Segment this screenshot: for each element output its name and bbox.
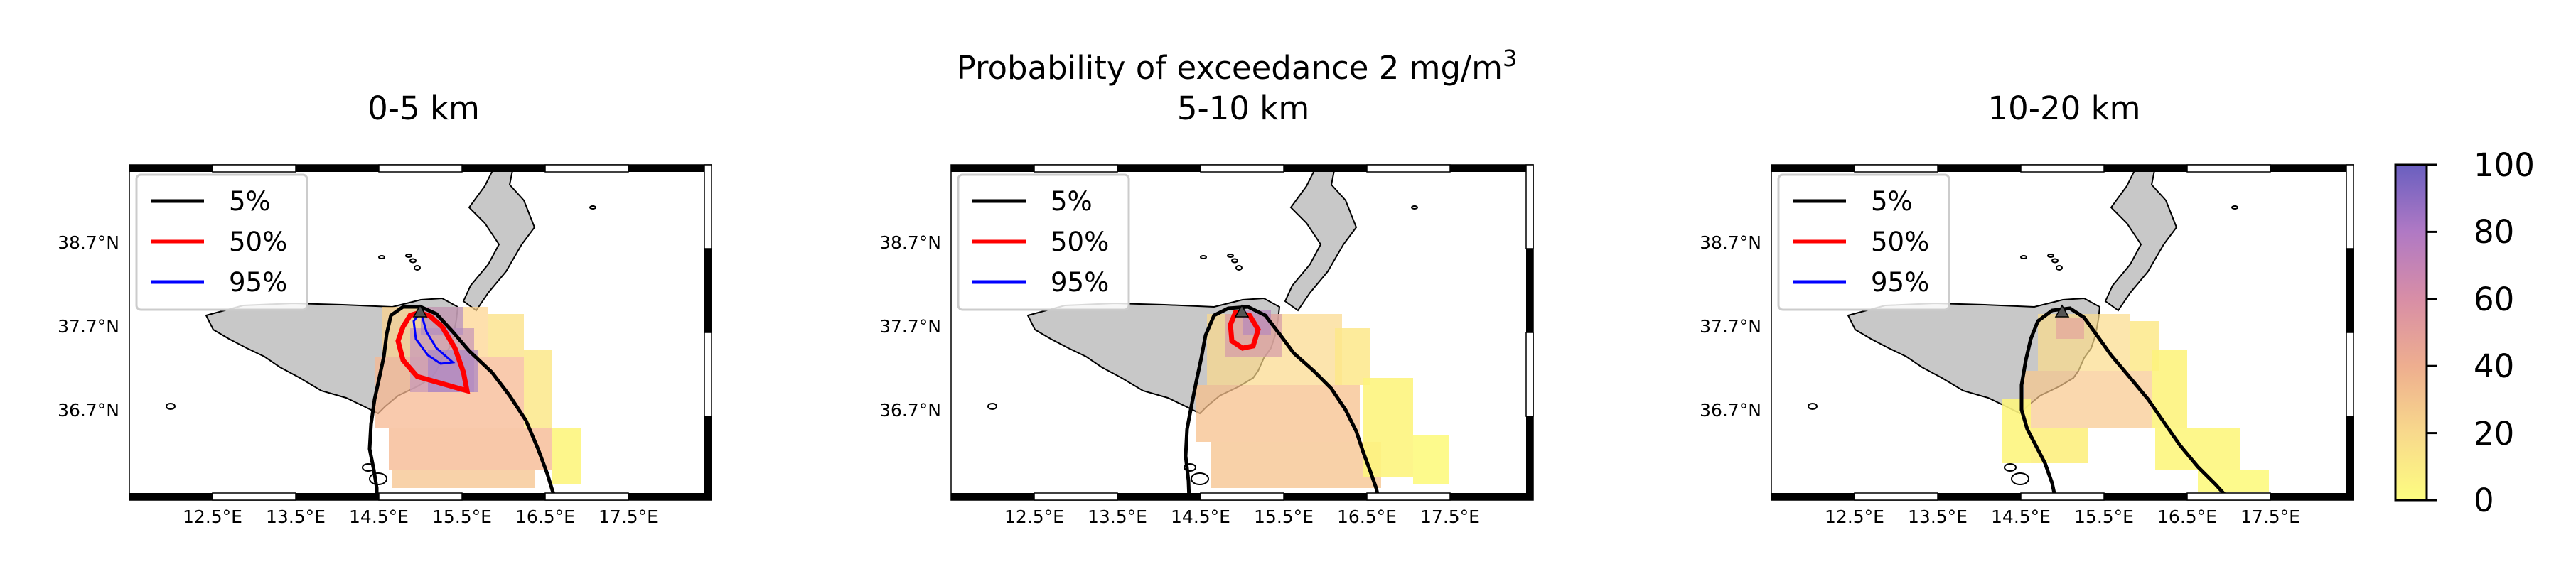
lon-tick: 13.5°E <box>1088 507 1147 527</box>
lat-tick: 37.7°N <box>879 316 941 337</box>
contour-50 <box>395 310 471 394</box>
lon-tick: 14.5°E <box>1171 507 1230 527</box>
lat-tick: 36.7°N <box>1700 400 1761 421</box>
volcano-marker-icon <box>412 304 428 318</box>
legend-label-95: 95% <box>1871 267 1929 298</box>
volcano-marker-icon <box>2054 304 2070 318</box>
lon-tick: 12.5°E <box>1004 507 1064 527</box>
lat-tick: 38.7°N <box>879 232 941 253</box>
panel-0-5km: 0-5 km <box>58 90 712 527</box>
contour-50 <box>1228 310 1261 351</box>
colorbar-tick: 80 <box>2474 213 2514 251</box>
map-area: 5% 50% 95% 38.7°N 37.7°N 36.7°N 12.5°E 1… <box>1700 164 2354 527</box>
lon-tick: 15.5°E <box>1254 507 1314 527</box>
lat-tick: 36.7°N <box>58 400 119 421</box>
legend-label-95: 95% <box>229 267 287 298</box>
lon-tick: 15.5°E <box>2074 507 2134 527</box>
lat-tick: 37.7°N <box>58 316 119 337</box>
volcano-marker-icon <box>1234 304 1250 318</box>
lon-tick: 17.5°E <box>1420 507 1480 527</box>
lon-tick: 14.5°E <box>1991 507 2051 527</box>
probability-grid <box>375 307 581 488</box>
colorbar-tick: 60 <box>2474 281 2514 318</box>
contour-5 <box>367 305 558 500</box>
map-frame <box>129 164 712 501</box>
panel-title: 10-20 km <box>1988 90 2141 127</box>
colorbar-tick: 0 <box>2474 482 2494 519</box>
legend-label-50: 50% <box>1871 227 1929 257</box>
panel-5-10km: 5-10 km <box>879 90 1534 527</box>
lat-tick: 36.7°N <box>879 400 941 421</box>
legend-label-5: 5% <box>229 186 271 217</box>
lat-tick: 38.7°N <box>58 232 119 253</box>
figure-title: Probability of exceedance 2 mg/m3 <box>957 45 1518 87</box>
lon-tick: 16.5°E <box>1337 507 1397 527</box>
colorbar: 0 20 40 60 80 100 <box>2394 146 2535 519</box>
map-area: 5% 50% 95% 38.7°N 37.7°N 36.7°N 12.5°E 1… <box>879 164 1534 527</box>
lon-tick: 16.5°E <box>2157 507 2217 527</box>
lon-tick: 15.5°E <box>432 507 492 527</box>
map-legend: 5% 50% 95% <box>135 173 308 311</box>
lat-tick: 37.7°N <box>1700 316 1761 337</box>
map-area: 5% 50% 95% 38.7°N 37.7°N 36.7°N 12.5°E 1… <box>58 164 712 527</box>
panel-title: 5-10 km <box>1177 90 1309 127</box>
colorbar-tick: 40 <box>2474 347 2514 385</box>
lon-tick: 13.5°E <box>1908 507 1968 527</box>
contour-95 <box>412 309 456 365</box>
colorbar-tick: 100 <box>2474 146 2535 184</box>
panel-10-20km: 10-20 km <box>1700 90 2354 527</box>
probability-grid <box>2002 314 2269 492</box>
legend-label-5: 5% <box>1871 186 1913 217</box>
lon-tick: 14.5°E <box>349 507 409 527</box>
lon-tick: 13.5°E <box>266 507 326 527</box>
legend-label-95: 95% <box>1051 267 1109 298</box>
map-legend: 5% 50% 95% <box>957 173 1130 311</box>
legend-label-50: 50% <box>229 227 287 257</box>
lon-tick: 12.5°E <box>1825 507 1884 527</box>
legend-label-50: 50% <box>1051 227 1109 257</box>
map-frame <box>1771 164 2354 501</box>
contour-5 <box>1184 305 1381 500</box>
lon-tick: 16.5°E <box>515 507 575 527</box>
map-frame <box>951 164 1534 501</box>
lon-tick: 12.5°E <box>183 507 242 527</box>
panel-title: 0-5 km <box>367 90 480 127</box>
legend-label-5: 5% <box>1051 186 1093 217</box>
lat-tick: 38.7°N <box>1700 232 1761 253</box>
map-legend: 5% 50% 95% <box>1777 173 1950 311</box>
colorbar-tick: 20 <box>2474 415 2514 453</box>
lon-tick: 17.5°E <box>599 507 658 527</box>
lon-tick: 17.5°E <box>2240 507 2300 527</box>
